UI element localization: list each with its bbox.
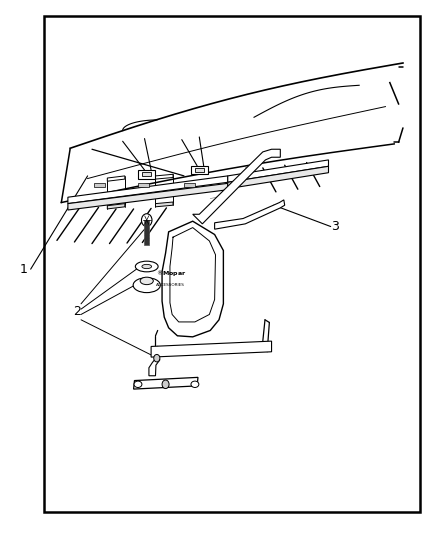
Polygon shape (228, 160, 328, 182)
Polygon shape (134, 377, 198, 389)
Bar (138, 183, 149, 187)
Polygon shape (68, 176, 228, 204)
Polygon shape (68, 183, 228, 210)
Text: ACCESSORIES: ACCESSORIES (156, 282, 185, 287)
Bar (44, 16, 420, 512)
Polygon shape (107, 204, 125, 209)
Ellipse shape (135, 261, 158, 272)
Bar (191, 166, 208, 174)
Text: 2: 2 (73, 305, 81, 318)
Polygon shape (162, 221, 223, 337)
Polygon shape (228, 166, 328, 189)
Polygon shape (151, 341, 272, 357)
Circle shape (162, 380, 169, 389)
Ellipse shape (133, 278, 160, 293)
Bar (184, 183, 195, 187)
Bar (195, 168, 204, 172)
Polygon shape (155, 174, 173, 179)
Bar (142, 172, 151, 176)
Polygon shape (149, 357, 160, 376)
Text: $\circledR$Mopar: $\circledR$Mopar (155, 268, 186, 278)
Ellipse shape (142, 264, 152, 269)
Polygon shape (107, 176, 125, 181)
Circle shape (141, 214, 152, 227)
Polygon shape (193, 149, 280, 224)
Ellipse shape (140, 277, 153, 285)
Bar (94, 183, 105, 187)
Text: 1: 1 (20, 263, 28, 276)
Bar (144, 220, 149, 245)
Polygon shape (155, 202, 173, 207)
Bar (138, 170, 155, 179)
Polygon shape (215, 200, 285, 229)
Circle shape (154, 354, 160, 362)
Ellipse shape (191, 381, 199, 387)
Text: 3: 3 (331, 220, 339, 233)
Ellipse shape (134, 381, 142, 387)
